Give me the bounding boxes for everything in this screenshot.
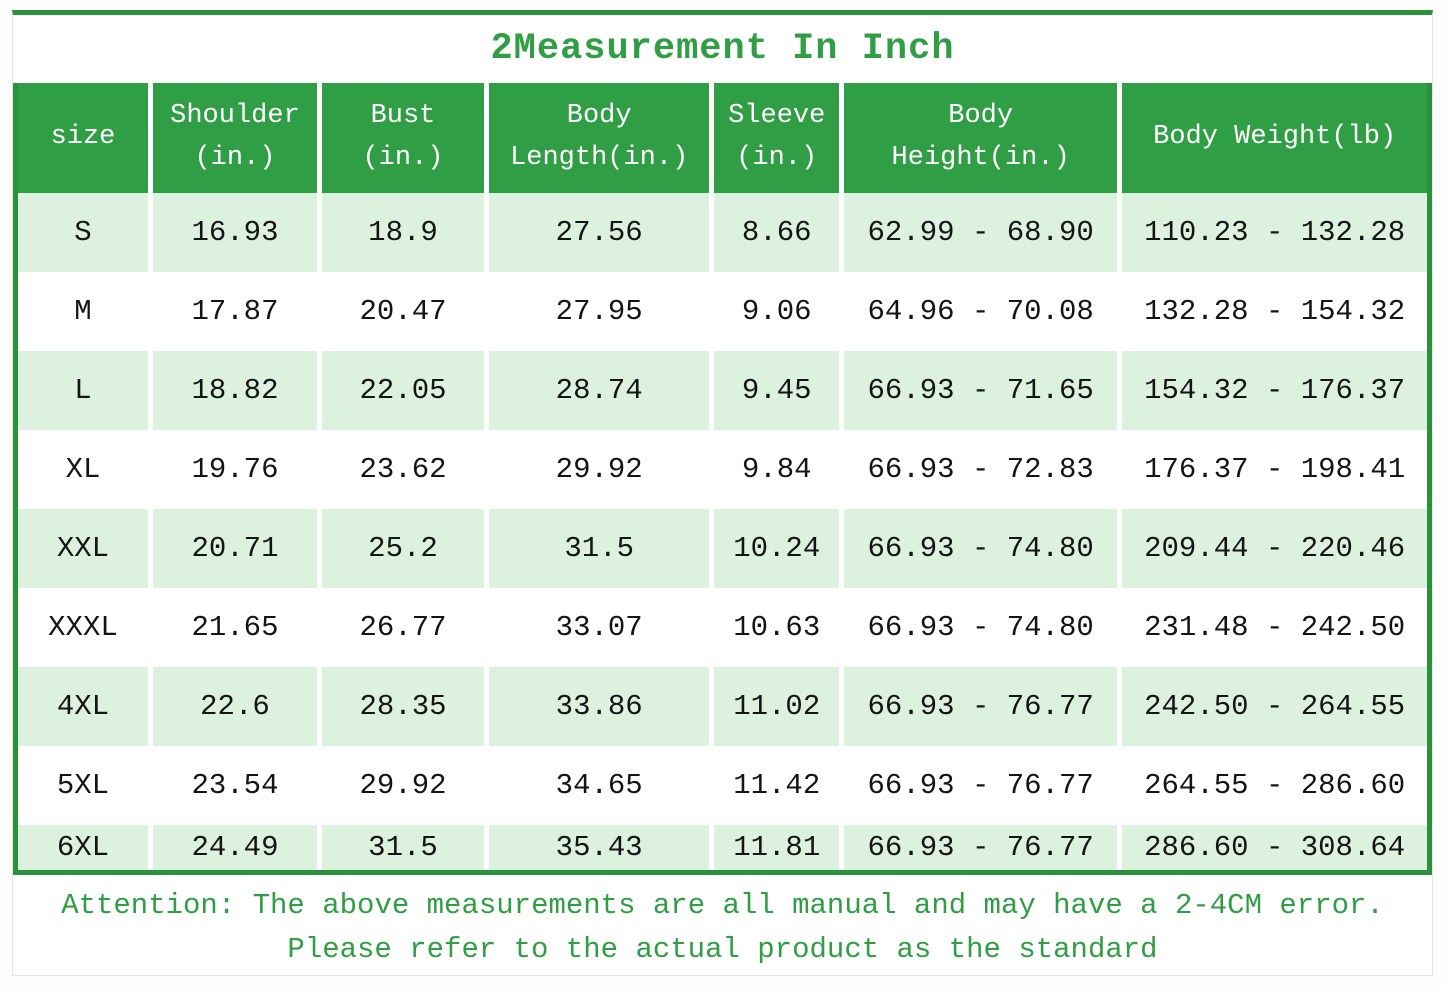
table-frame: size Shoulder (in.) Bust (in.) Body Length(… bbox=[13, 83, 1432, 875]
header-cell-5: Body Height(in.) bbox=[839, 83, 1120, 193]
table-row-6XL: 6XL 24.49 31.5 35.43 11.81 66.93 - 76.77 286.6… bbox=[18, 825, 1427, 870]
page-title: 2Measurement In Inch bbox=[490, 28, 955, 70]
value-cell: 20.71 bbox=[147, 509, 320, 588]
table-row-S: S 16.93 18.9 27.56 8.66 62.99 - 68.90 110.23 -… bbox=[18, 193, 1427, 272]
value-cell: 132.28 - 154.32 bbox=[1117, 272, 1427, 351]
table-row-4XL: 4XL 22.6 28.35 33.86 11.02 66.93 - 76.77 242.5… bbox=[18, 667, 1427, 746]
value-cell: 23.62 bbox=[317, 430, 487, 509]
value-cell: 28.74 bbox=[483, 351, 712, 430]
attention-line-2: Please refer to the actual product as th… bbox=[287, 933, 1158, 966]
attention-line-1: Attention: The above measurements are al… bbox=[61, 889, 1384, 922]
value-cell: 231.48 - 242.50 bbox=[1117, 588, 1427, 667]
value-cell: 18.9 bbox=[317, 193, 487, 272]
value-cell: 19.76 bbox=[147, 430, 320, 509]
size-cell: 6XL bbox=[18, 825, 151, 870]
value-cell: 22.05 bbox=[317, 351, 487, 430]
value-cell: 11.81 bbox=[709, 825, 842, 870]
value-cell: 9.06 bbox=[709, 272, 842, 351]
value-cell: 9.84 bbox=[709, 430, 842, 509]
header-cell-2: Bust (in.) bbox=[317, 83, 487, 193]
value-cell: 18.82 bbox=[147, 351, 320, 430]
value-cell: 11.42 bbox=[709, 746, 842, 825]
header-cell-0: size bbox=[18, 83, 151, 193]
value-cell: 20.47 bbox=[317, 272, 487, 351]
value-cell: 110.23 - 132.28 bbox=[1117, 193, 1427, 272]
table-row-L: L 18.82 22.05 28.74 9.45 66.93 - 71.65 154.32 … bbox=[18, 351, 1427, 430]
value-cell: 26.77 bbox=[317, 588, 487, 667]
value-cell: 29.92 bbox=[317, 746, 487, 825]
value-cell: 154.32 - 176.37 bbox=[1117, 351, 1427, 430]
value-cell: 11.02 bbox=[709, 667, 842, 746]
size-chart-panel: 2Measurement In Inch size Shoulder (in.) B… bbox=[12, 10, 1433, 976]
value-cell: 66.93 - 72.83 bbox=[839, 430, 1120, 509]
value-cell: 33.07 bbox=[483, 588, 712, 667]
table-row-XXXL: XXXL 21.65 26.77 33.07 10.63 66.93 - 74.80 231… bbox=[18, 588, 1427, 667]
header-cell-4: Sleeve (in.) bbox=[709, 83, 842, 193]
value-cell: 9.45 bbox=[709, 351, 842, 430]
value-cell: 64.96 - 70.08 bbox=[839, 272, 1120, 351]
value-cell: 27.56 bbox=[483, 193, 712, 272]
size-cell: XXXL bbox=[18, 588, 151, 667]
value-cell: 31.5 bbox=[483, 509, 712, 588]
value-cell: 62.99 - 68.90 bbox=[839, 193, 1120, 272]
table-row-XL: XL 19.76 23.62 29.92 9.84 66.93 - 72.83 176.37… bbox=[18, 430, 1427, 509]
value-cell: 27.95 bbox=[483, 272, 712, 351]
size-cell: 5XL bbox=[18, 746, 151, 825]
size-cell: XXL bbox=[18, 509, 151, 588]
value-cell: 17.87 bbox=[147, 272, 320, 351]
value-cell: 66.93 - 76.77 bbox=[839, 746, 1120, 825]
size-table: size Shoulder (in.) Bust (in.) Body Length(… bbox=[18, 83, 1427, 870]
value-cell: 66.93 - 71.65 bbox=[839, 351, 1120, 430]
value-cell: 209.44 - 220.46 bbox=[1117, 509, 1427, 588]
header-cell-6: Body Weight(lb) bbox=[1117, 83, 1427, 193]
size-cell: XL bbox=[18, 430, 151, 509]
value-cell: 22.6 bbox=[147, 667, 320, 746]
value-cell: 66.93 - 76.77 bbox=[839, 667, 1120, 746]
value-cell: 31.5 bbox=[317, 825, 487, 870]
value-cell: 24.49 bbox=[147, 825, 320, 870]
header-cell-3: Body Length(in.) bbox=[483, 83, 712, 193]
value-cell: 242.50 - 264.55 bbox=[1117, 667, 1427, 746]
size-cell: L bbox=[18, 351, 151, 430]
value-cell: 10.24 bbox=[709, 509, 842, 588]
size-cell: M bbox=[18, 272, 151, 351]
table-row-M: M 17.87 20.47 27.95 9.06 64.96 - 70.08 132.28 … bbox=[18, 272, 1427, 351]
value-cell: 286.60 - 308.64 bbox=[1117, 825, 1427, 870]
value-cell: 66.93 - 74.80 bbox=[839, 588, 1120, 667]
value-cell: 8.66 bbox=[709, 193, 842, 272]
table-row-XXL: XXL 20.71 25.2 31.5 10.24 66.93 - 74.80 209.44… bbox=[18, 509, 1427, 588]
value-cell: 66.93 - 76.77 bbox=[839, 825, 1120, 870]
value-cell: 176.37 - 198.41 bbox=[1117, 430, 1427, 509]
size-cell: S bbox=[18, 193, 151, 272]
value-cell: 23.54 bbox=[147, 746, 320, 825]
value-cell: 33.86 bbox=[483, 667, 712, 746]
value-cell: 264.55 - 286.60 bbox=[1117, 746, 1427, 825]
value-cell: 34.65 bbox=[483, 746, 712, 825]
value-cell: 10.63 bbox=[709, 588, 842, 667]
value-cell: 35.43 bbox=[483, 825, 712, 870]
value-cell: 25.2 bbox=[317, 509, 487, 588]
value-cell: 21.65 bbox=[147, 588, 320, 667]
value-cell: 28.35 bbox=[317, 667, 487, 746]
value-cell: 16.93 bbox=[147, 193, 320, 272]
value-cell: 29.92 bbox=[483, 430, 712, 509]
table-header-row: size Shoulder (in.) Bust (in.) Body Length(… bbox=[18, 83, 1427, 193]
size-cell: 4XL bbox=[18, 667, 151, 746]
attention-note: Attention: The above measurements are al… bbox=[13, 875, 1432, 972]
value-cell: 66.93 - 74.80 bbox=[839, 509, 1120, 588]
table-row-5XL: 5XL 23.54 29.92 34.65 11.42 66.93 - 76.77 264.… bbox=[18, 746, 1427, 825]
header-cell-1: Shoulder (in.) bbox=[147, 83, 320, 193]
